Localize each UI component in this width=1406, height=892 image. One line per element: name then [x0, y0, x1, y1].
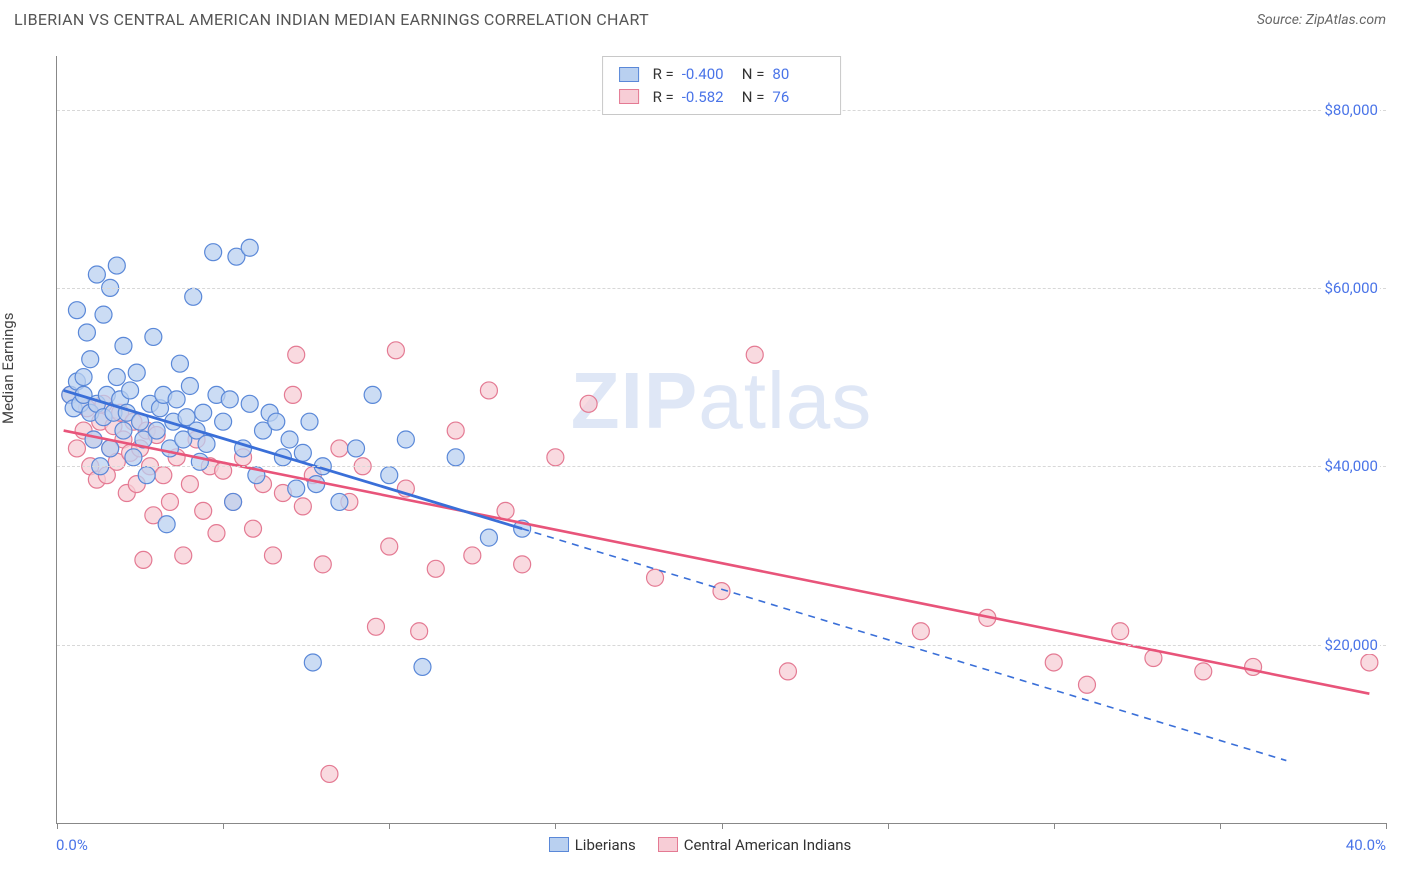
swatch-icon: [619, 89, 639, 104]
swatch-icon: [619, 67, 639, 82]
chart-area: Median Earnings R = -0.400 N = 80 R = -0…: [14, 38, 1386, 872]
correlation-legend: R = -0.400 N = 80 R = -0.582 N = 76: [602, 56, 842, 115]
chart-header: LIBERIAN VS CENTRAL AMERICAN INDIAN MEDI…: [0, 0, 1406, 35]
x-min-label: 0.0%: [56, 836, 88, 854]
legend-row-liberians: R = -0.400 N = 80: [619, 63, 825, 86]
x-max-label: 40.0%: [1346, 836, 1386, 854]
y-tick-label: $20,000: [1322, 636, 1380, 654]
y-tick-label: $40,000: [1322, 457, 1380, 475]
scatter-plot: R = -0.400 N = 80 R = -0.582 N = 76 ZIPa…: [56, 56, 1386, 824]
y-axis-label: Median Earnings: [0, 313, 17, 424]
x-axis-labels: 0.0% 40.0%: [56, 836, 1386, 854]
y-tick-label: $80,000: [1322, 101, 1380, 119]
legend-row-cai: R = -0.582 N = 76: [619, 86, 825, 109]
scatter-svg: [57, 56, 1386, 823]
chart-title: LIBERIAN VS CENTRAL AMERICAN INDIAN MEDI…: [14, 10, 649, 29]
y-tick-label: $60,000: [1322, 279, 1380, 297]
chart-source: Source: ZipAtlas.com: [1257, 12, 1386, 28]
